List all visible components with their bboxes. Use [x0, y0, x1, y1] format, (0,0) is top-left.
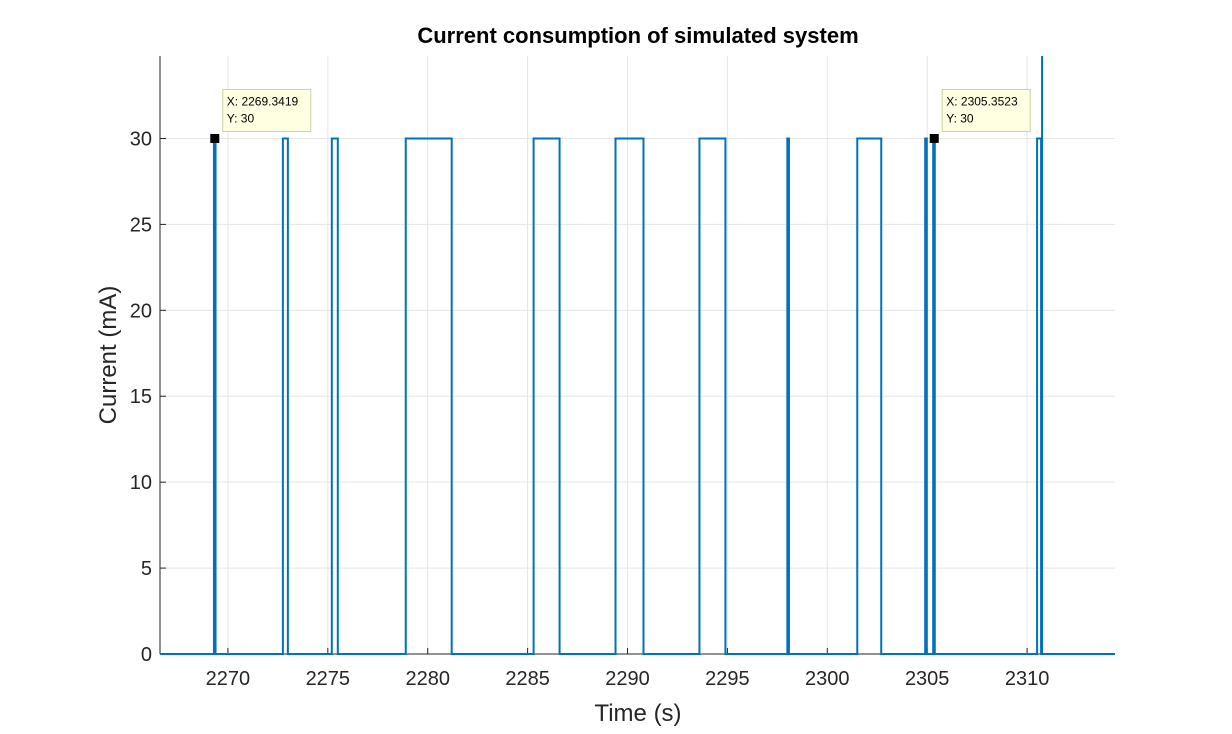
x-tick-label: 2305 — [905, 668, 950, 690]
x-tick-label: 2270 — [206, 668, 251, 690]
x-axis-label: Time (s) — [594, 700, 681, 727]
y-tick-label: 10 — [130, 472, 152, 494]
x-tick-label: 2285 — [505, 668, 550, 690]
y-tick-label: 0 — [141, 644, 152, 666]
datatip-y-label: Y: 30 — [946, 111, 974, 125]
y-tick-label: 25 — [130, 214, 152, 236]
chart-title: Current consumption of simulated system — [417, 23, 858, 48]
y-tick-label: 15 — [130, 386, 152, 408]
y-tick-label: 20 — [130, 300, 152, 322]
x-tick-label: 2310 — [1005, 668, 1050, 690]
x-tick-label: 2290 — [605, 668, 650, 690]
x-tick-label: 2275 — [306, 668, 351, 690]
x-tick-label: 2300 — [805, 668, 850, 690]
y-axis-label: Current (mA) — [95, 286, 122, 425]
datatip-y-label: Y: 30 — [227, 111, 255, 125]
y-tick-label: 5 — [141, 558, 152, 580]
datatip-marker — [930, 134, 939, 143]
datatip-x-label: X: 2269.3419 — [227, 94, 299, 108]
x-tick-label: 2295 — [705, 668, 750, 690]
x-tick-label: 2280 — [405, 668, 450, 690]
y-tick-label: 30 — [130, 128, 152, 150]
datatip-x-label: X: 2305.3523 — [946, 94, 1018, 108]
datatip-marker — [210, 134, 219, 143]
